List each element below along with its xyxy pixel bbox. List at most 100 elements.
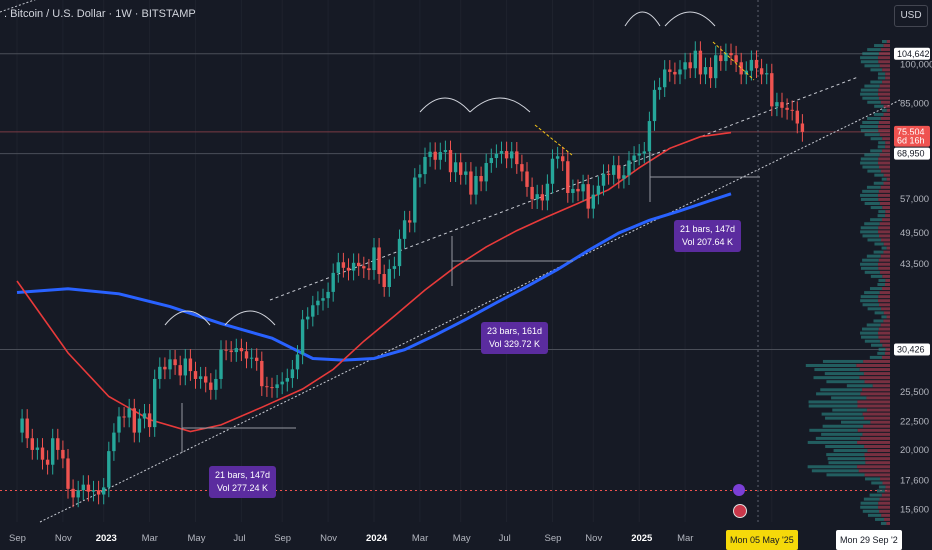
pattern-arc xyxy=(419,97,471,113)
volume-profile-bar xyxy=(878,262,890,266)
candle-body xyxy=(545,183,550,201)
volume-profile-bar xyxy=(878,52,890,56)
measure-label-1: 21 bars, 147d Vol 277.24 K xyxy=(209,466,277,498)
candle-body xyxy=(224,349,228,351)
volume-profile-bar xyxy=(857,404,890,408)
candle-body xyxy=(673,71,677,75)
x-tick-label: 2024 xyxy=(366,533,388,544)
us-flag-event-icon[interactable] xyxy=(733,504,747,518)
volume-profile-bar xyxy=(864,380,890,384)
volume-profile-bar xyxy=(867,307,882,311)
upper-trendline-left xyxy=(0,0,36,13)
volume-profile-bar xyxy=(878,266,890,270)
candle-body xyxy=(168,359,172,370)
candle-body xyxy=(86,484,91,492)
candle-body xyxy=(698,50,703,75)
volume-profile-bar xyxy=(877,351,885,355)
volume-profile-bar xyxy=(870,343,883,347)
measure-bars: 23 bars, 161d xyxy=(487,326,543,336)
volume-profile-bar xyxy=(828,461,866,465)
candle-body xyxy=(423,156,427,175)
candle-body xyxy=(688,62,692,69)
volume-profile-bar xyxy=(867,100,881,104)
candle-body xyxy=(290,369,295,379)
volume-profile-bar xyxy=(860,60,879,64)
volume-profile-bar xyxy=(878,295,890,299)
candle-body xyxy=(336,262,340,273)
volume-profile-bar xyxy=(831,396,867,400)
candle-body xyxy=(300,319,305,355)
y-tick-label: 25,500 xyxy=(900,387,929,398)
volume-profile-bar xyxy=(822,359,864,363)
volume-profile-bar xyxy=(879,202,890,205)
candle-body xyxy=(20,418,24,433)
volume-profile-bar xyxy=(860,197,879,201)
candle-body xyxy=(112,432,116,452)
volume-profile-bar xyxy=(870,137,883,141)
volume-profile-bar xyxy=(878,299,890,303)
candle-body xyxy=(734,55,738,63)
candle-body xyxy=(51,438,55,465)
volume-profile-bar xyxy=(874,173,884,177)
volume-profile-bar xyxy=(878,335,890,339)
volume-profile-bar xyxy=(879,153,890,157)
pattern-arc xyxy=(164,310,211,326)
y-tick-label: 100,000 xyxy=(900,60,932,71)
volume-profile-bar xyxy=(871,481,883,485)
candle-body xyxy=(341,262,346,268)
volume-profile-bar xyxy=(878,92,890,96)
currency-button[interactable]: USD xyxy=(894,5,928,27)
volume-profile-bar xyxy=(885,278,890,282)
candle-body xyxy=(372,247,376,271)
volume-profile-bar xyxy=(878,278,886,282)
candle-body xyxy=(158,366,162,379)
lightning-event-icon[interactable] xyxy=(733,484,745,496)
volume-profile-bar xyxy=(863,359,890,363)
volume-profile-bar xyxy=(878,505,890,509)
volume-profile-bar xyxy=(879,303,890,307)
candle-body xyxy=(122,416,126,418)
volume-profile-bar xyxy=(869,355,882,359)
measure-bars: 21 bars, 147d xyxy=(215,470,271,480)
candle-body xyxy=(326,291,330,299)
volume-profile-bar xyxy=(885,145,890,149)
candle-body xyxy=(255,357,259,361)
volume-profile-bar xyxy=(878,197,890,201)
volume-profile-bar xyxy=(862,412,890,416)
volume-profile-bar xyxy=(878,501,890,505)
volume-profile-bar xyxy=(878,193,890,197)
volume-profile-bar xyxy=(860,56,879,60)
volume-profile-bar xyxy=(879,270,890,274)
volume-profile-bar xyxy=(860,230,879,234)
volume-profile-bar xyxy=(870,206,883,210)
candle-body xyxy=(586,184,590,209)
volume-profile-bar xyxy=(878,226,890,230)
volume-profile-bar xyxy=(864,153,880,157)
volume-profile-bar xyxy=(858,469,890,473)
measure-bars: 21 bars, 147d xyxy=(680,224,736,234)
candle-body xyxy=(249,357,254,359)
x-tick-label: Sep xyxy=(545,533,562,544)
volume-profile-bar xyxy=(866,185,881,189)
candle-body xyxy=(515,151,519,165)
candle-body xyxy=(392,266,397,269)
candle-body xyxy=(438,152,442,160)
volume-profile-bar xyxy=(859,368,890,372)
volume-profile-bar xyxy=(862,96,879,100)
yellow-projection-arrow xyxy=(712,41,755,81)
volume-profile-bar xyxy=(841,420,871,424)
volume-profile-bar xyxy=(862,121,879,124)
volume-profile-bar xyxy=(881,246,887,250)
candle-body xyxy=(657,87,662,90)
volume-profile-bar xyxy=(882,481,890,485)
volume-profile-bar xyxy=(864,270,880,274)
candle-body xyxy=(56,438,60,450)
volume-profile-bar xyxy=(874,311,884,315)
candle-body xyxy=(464,171,468,175)
x-tick-label: Mar xyxy=(412,533,428,544)
volume-profile-bar xyxy=(878,121,890,124)
y-tick-label: 22,500 xyxy=(900,417,929,428)
candle-body xyxy=(311,305,315,317)
volume-profile-bar xyxy=(866,408,890,412)
